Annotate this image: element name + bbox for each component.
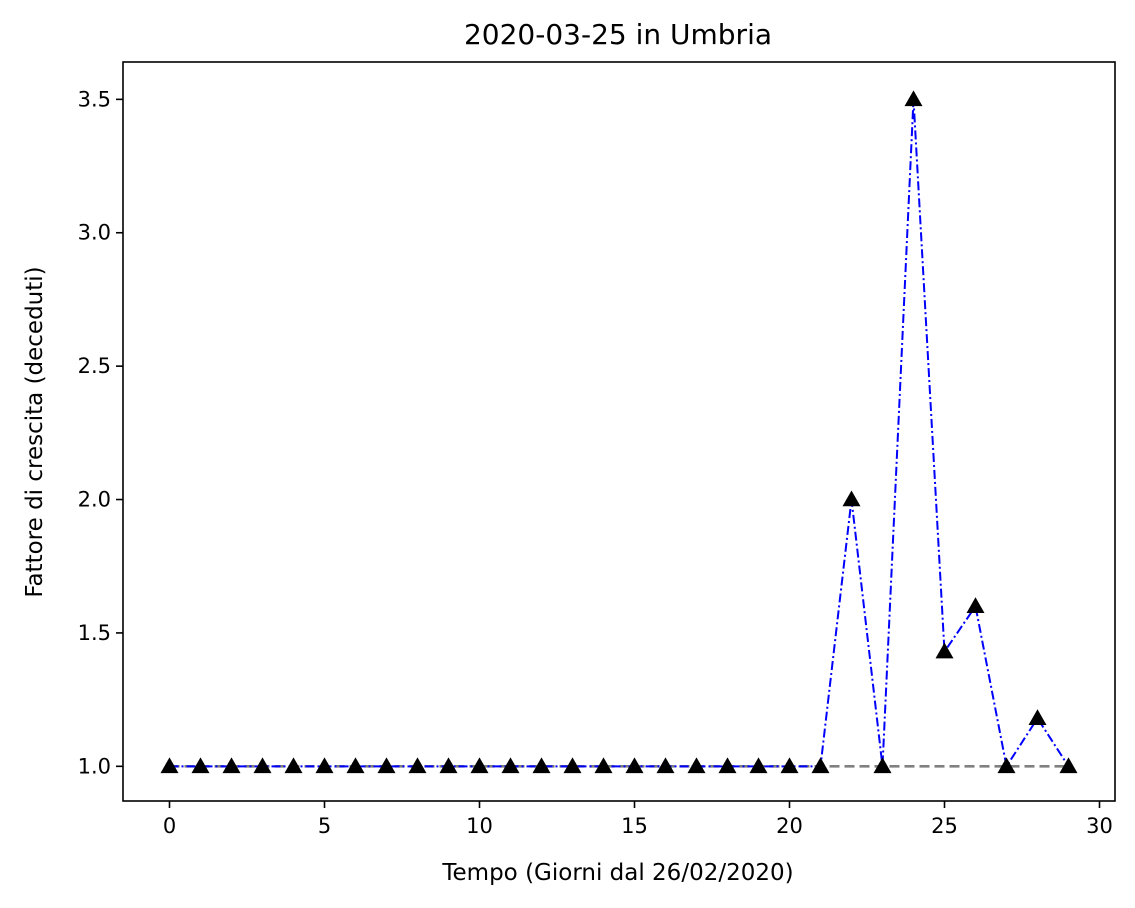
x-tick-label: 0 xyxy=(163,814,176,838)
x-axis-label: Tempo (Giorni dal 26/02/2020) xyxy=(441,860,793,886)
data-point-marker xyxy=(346,757,365,774)
data-point-marker xyxy=(780,757,799,774)
data-point-marker xyxy=(904,90,923,107)
axes-frame xyxy=(122,61,1116,802)
data-point-marker xyxy=(625,757,644,774)
data-point-marker xyxy=(470,757,489,774)
x-tick-label: 25 xyxy=(931,814,958,838)
y-axis-ticks: 1.0 1.5 2.0 2.5 3.0 3.5 xyxy=(78,87,123,778)
data-point-marker xyxy=(842,490,861,507)
data-point-marker xyxy=(687,757,706,774)
y-tick-label: 2.0 xyxy=(78,488,111,512)
data-point-marker xyxy=(935,642,954,659)
data-point-marker xyxy=(501,757,520,774)
data-point-marker xyxy=(253,757,272,774)
y-axis-label: Fattore di crescita (deceduti) xyxy=(22,266,48,597)
data-point-marker xyxy=(1028,709,1047,726)
data-point-marker xyxy=(315,757,334,774)
y-tick-label: 2.5 xyxy=(78,354,111,378)
y-tick-label: 1.5 xyxy=(78,621,111,645)
y-tick-label: 3.0 xyxy=(78,221,111,245)
data-point-marker xyxy=(439,757,458,774)
data-point-marker xyxy=(966,597,985,613)
data-point-marker xyxy=(749,757,768,774)
data-point-marker xyxy=(811,757,830,774)
chart-title: 2020-03-25 in Umbria xyxy=(464,18,772,51)
x-tick-label: 5 xyxy=(318,814,331,838)
data-point-marker xyxy=(1059,757,1078,774)
data-point-marker xyxy=(656,757,675,774)
plot-area xyxy=(122,61,1116,802)
data-point-marker xyxy=(408,757,427,774)
x-tick-label: 10 xyxy=(466,814,493,838)
data-point-marker xyxy=(532,757,551,774)
series-line xyxy=(169,99,1070,769)
y-tick-label: 3.5 xyxy=(78,87,111,111)
data-point-marker xyxy=(377,757,396,774)
data-point-marker xyxy=(997,757,1016,774)
data-point-marker xyxy=(563,757,582,774)
x-axis-ticks: 0 5 10 15 20 25 30 xyxy=(163,801,1113,838)
data-point-marker xyxy=(160,757,179,774)
x-tick-label: 15 xyxy=(621,814,648,838)
x-tick-label: 30 xyxy=(1086,814,1113,838)
data-point-marker xyxy=(718,757,737,774)
data-point-marker xyxy=(191,757,210,774)
data-point-marker xyxy=(284,757,303,774)
x-tick-label: 20 xyxy=(776,814,803,838)
data-point-marker xyxy=(873,757,892,774)
y-tick-label: 1.0 xyxy=(78,754,111,778)
data-point-marker xyxy=(222,757,241,774)
data-point-marker xyxy=(594,757,613,774)
